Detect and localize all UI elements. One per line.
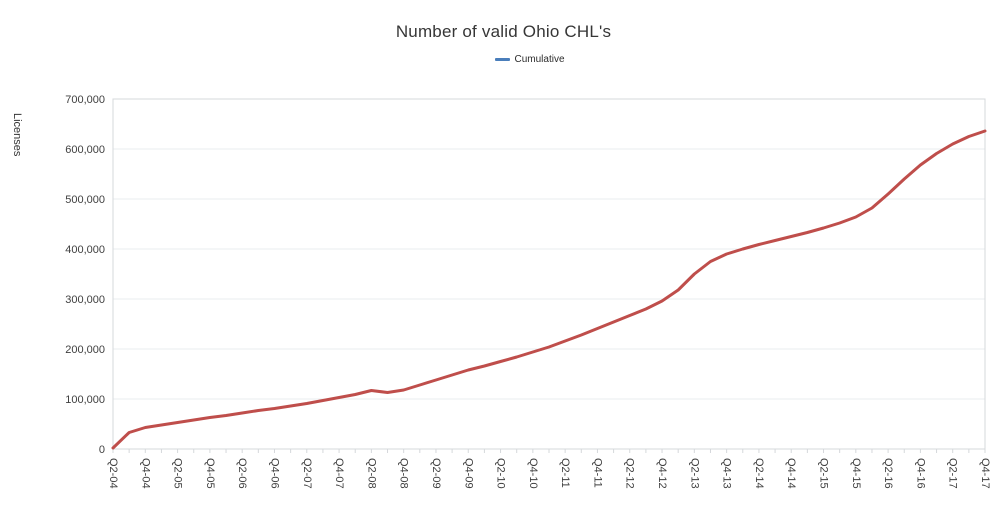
y-tick-label: 200,000 <box>65 344 105 356</box>
x-tick-label: Q2-13 <box>688 458 700 489</box>
x-tick-label: Q4-04 <box>139 458 151 489</box>
x-tick-label: Q4-15 <box>850 458 862 489</box>
x-tick-label: Q2-10 <box>495 458 507 489</box>
x-tick-label: Q2-16 <box>882 458 894 489</box>
x-tick-label: Q2-08 <box>365 458 377 489</box>
x-tick-label: Q4-11 <box>591 458 603 488</box>
x-tick-label: Q4-06 <box>268 458 280 489</box>
y-tick-label: 300,000 <box>65 294 105 306</box>
x-tick-label: Q2-06 <box>236 458 248 489</box>
x-tick-label: Q2-11 <box>559 458 571 488</box>
x-tick-label: Q4-09 <box>462 458 474 489</box>
x-tick-label: Q4-17 <box>979 458 991 489</box>
plot-border <box>112 98 986 450</box>
x-tick-label: Q4-16 <box>914 458 926 489</box>
x-tick-label: Q4-13 <box>721 458 733 489</box>
y-tick-label: 700,000 <box>65 94 105 106</box>
y-tick-label: 0 <box>99 444 105 456</box>
x-tick-label: Q4-08 <box>398 458 410 489</box>
x-tick-label: Q4-14 <box>785 458 797 489</box>
legend: Cumulative <box>0 54 1007 65</box>
y-tick-label: 600,000 <box>65 144 105 156</box>
x-tick-label: Q2-09 <box>430 458 442 489</box>
x-tick-label: Q4-05 <box>204 458 216 489</box>
x-tick-label: Q4-12 <box>656 458 668 489</box>
y-tick-label: 500,000 <box>65 194 105 206</box>
x-tick-label: Q2-17 <box>947 458 959 489</box>
x-tick-label: Q2-05 <box>172 458 184 489</box>
chart-title: Number of valid Ohio CHL's <box>395 22 612 41</box>
x-tick-label: Q4-10 <box>527 458 539 489</box>
x-tick-label: Q2-15 <box>818 458 830 489</box>
x-tick-label: Q2-04 <box>107 458 119 489</box>
y-tick-label: 100,000 <box>65 394 105 406</box>
x-tick-label: Q2-14 <box>753 458 765 489</box>
series-line-cumulative <box>111 129 987 450</box>
x-tick-label: Q2-07 <box>301 458 313 489</box>
x-tick-label: Q4-07 <box>333 458 345 489</box>
y-tick-label: 400,000 <box>65 244 105 256</box>
x-tick-label: Q2-12 <box>624 458 636 489</box>
legend-line-swatch <box>495 58 511 61</box>
legend-label: Cumulative <box>514 54 565 65</box>
